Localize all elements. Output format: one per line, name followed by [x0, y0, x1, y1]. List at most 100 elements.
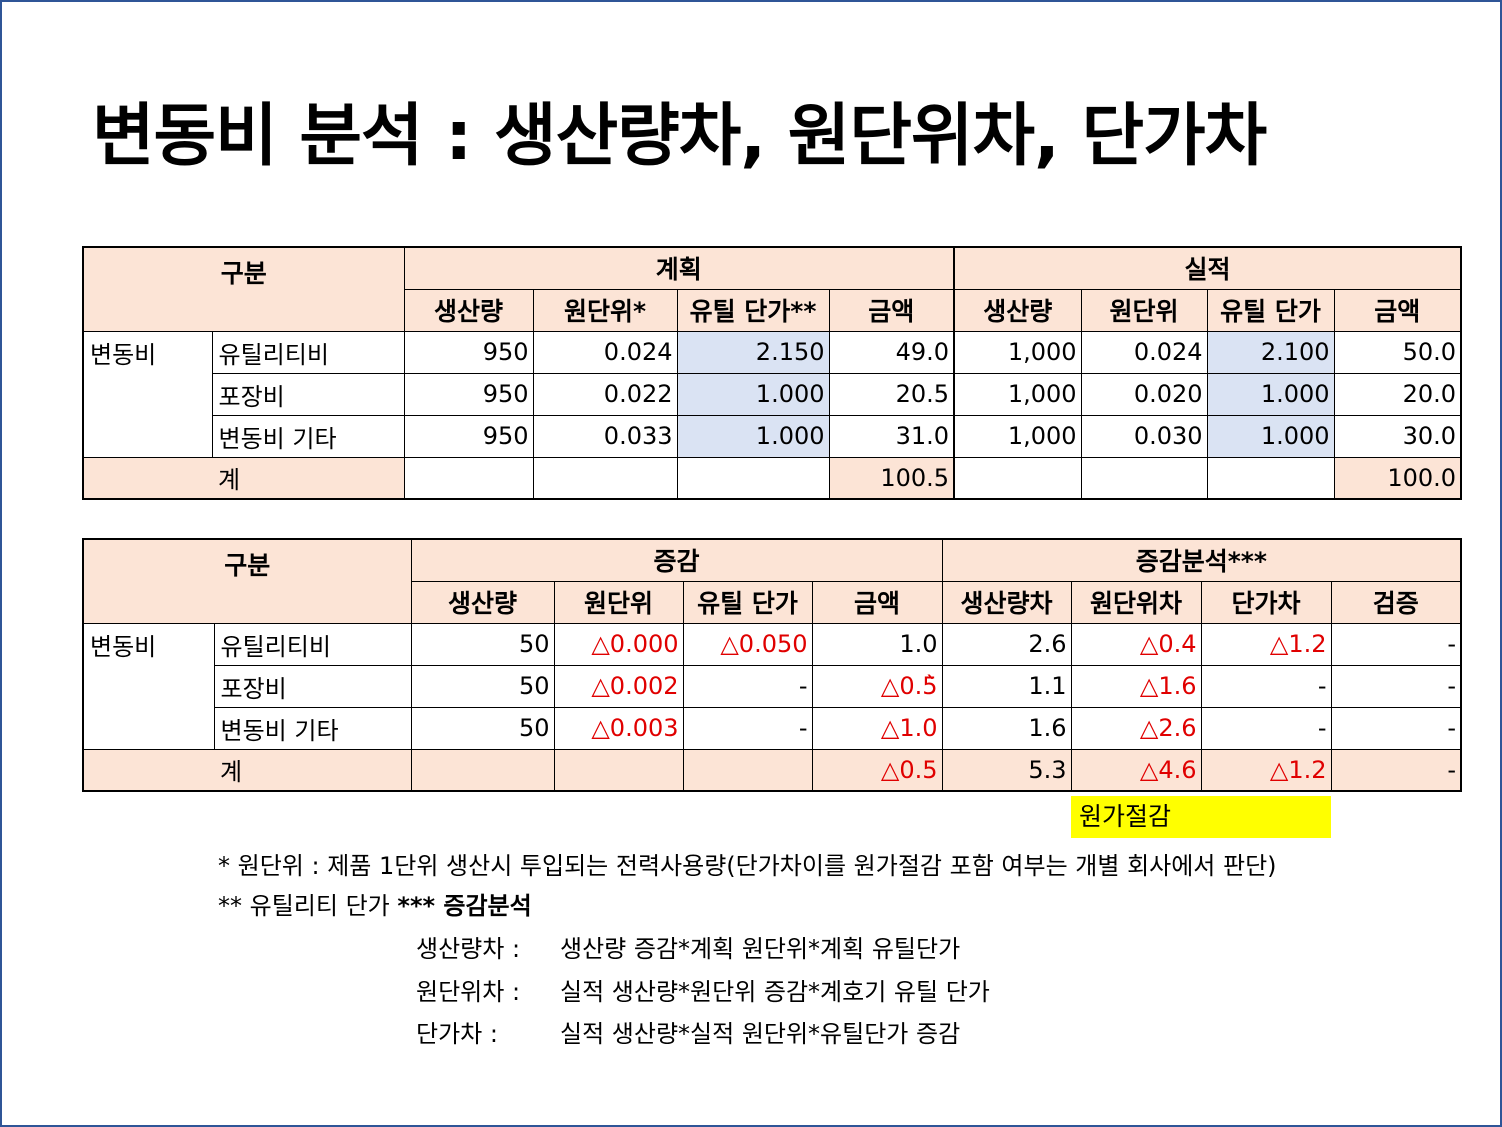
cell: 1.6	[941, 706, 1072, 750]
cell: 0.022	[532, 372, 678, 416]
group-spacer	[82, 665, 215, 707]
cell	[410, 748, 555, 792]
column-header: 생산량	[953, 288, 1082, 332]
cell: 50	[410, 706, 555, 750]
cell: -	[1200, 664, 1332, 708]
cell: 49.0	[828, 330, 955, 374]
group-label: 변동비	[82, 622, 215, 665]
footnote-unit: * 원단위 : 제품 1단위 생산시 투입되는 전력사용량(단가차이를 원가절감…	[218, 852, 1277, 880]
footnote-analysis-heading: *** 증감분석	[397, 892, 532, 920]
cell	[676, 456, 830, 500]
total-row: 계 △0.5 5.3 △4.6 △1.2 -	[82, 748, 1462, 792]
cell: 50	[410, 664, 555, 708]
column-header: 생산량	[410, 580, 555, 624]
group-spacer	[82, 415, 213, 458]
cell: -	[1330, 622, 1462, 666]
column-header: 금액	[1333, 288, 1462, 332]
column-header: 검증	[1330, 580, 1462, 624]
column-header: 원단위	[553, 580, 684, 624]
column-header: 금액	[811, 580, 943, 624]
total-label: 계	[82, 748, 412, 792]
cell: △2.6	[1070, 706, 1202, 750]
cell: △0.003	[553, 706, 684, 750]
column-header: 생산량	[403, 288, 534, 332]
table-row: 변동비 기타 950 0.033 1.000 31.0 1,000 0.030 …	[82, 414, 1462, 458]
cell: 20.0	[1333, 372, 1462, 416]
total-cell: 100.5	[828, 456, 955, 500]
cell: △1.6	[1070, 664, 1202, 708]
cell: 0.030	[1080, 414, 1208, 458]
row-label: 변동비 기타	[213, 706, 412, 750]
total-cell: △0.5	[811, 748, 943, 792]
total-cell: △1.2	[1200, 748, 1332, 792]
variance-table: 구분 증감 증감분석*** 생산량 원단위 유틸 단가 금액 생산량차 원단위차…	[82, 538, 1463, 792]
cell: 2.100	[1206, 330, 1335, 374]
cell: -	[682, 706, 813, 750]
cell: 1.000	[676, 372, 830, 416]
change-header: 증감	[410, 538, 943, 582]
total-cell: 100.0	[1333, 456, 1462, 500]
total-cell: 5.3	[941, 748, 1072, 792]
cell: 1.000	[1206, 372, 1335, 416]
column-header: 원단위	[1080, 288, 1208, 332]
total-label: 계	[82, 456, 405, 500]
cell: 1.0	[811, 622, 943, 666]
total-row: 계 100.5 100.0	[82, 456, 1462, 500]
analysis-header: 증감분석***	[941, 538, 1462, 582]
cell: △0.000	[553, 622, 684, 666]
cell	[1206, 456, 1335, 500]
table-row: 변동비 기타 50 △0.003 - △1.0 1.6 △2.6 - -	[82, 706, 1462, 750]
formula-text: 실적 생산량*실적 원단위*유틸단가 증감	[560, 1020, 961, 1048]
group-spacer	[82, 373, 213, 415]
table-row: 포장비 50 △0.002 - △0.5̀ 1.1 △1.6 - -	[82, 664, 1462, 708]
row-label: 유틸리티비	[213, 622, 412, 666]
cell: 2.6	[941, 622, 1072, 666]
group-spacer	[82, 707, 215, 750]
table-row: 변동비 유틸리티비 950 0.024 2.150 49.0 1,000 0.0…	[82, 330, 1462, 374]
cell	[532, 456, 678, 500]
group-label: 변동비	[82, 330, 213, 373]
row-label: 유틸리티비	[211, 330, 405, 374]
cell: 2.150	[676, 330, 830, 374]
cell: 1.000	[676, 414, 830, 458]
cell	[682, 748, 813, 792]
cell: △1.0	[811, 706, 943, 750]
category-header: 구분	[82, 538, 412, 624]
total-cell: -	[1330, 748, 1462, 792]
cell: 950	[403, 372, 534, 416]
cell: -	[1330, 664, 1462, 708]
row-label: 변동비 기타	[211, 414, 405, 458]
cell: 950	[403, 414, 534, 458]
formula-label: 생산량차 :	[416, 935, 521, 963]
cell: 1.1	[941, 664, 1072, 708]
row-label: 포장비	[213, 664, 412, 708]
column-header: 단가차	[1200, 580, 1332, 624]
cell: 1,000	[953, 330, 1082, 374]
cell: △0.5̀	[811, 664, 943, 708]
formula-text: 실적 생산량*원단위 증감*계호기 유틸 단가	[560, 978, 990, 1006]
cell	[403, 456, 534, 500]
column-header: 원단위*	[532, 288, 678, 332]
cell	[553, 748, 684, 792]
cell: △0.4	[1070, 622, 1202, 666]
formula-text: 생산량 증감*계획 원단위*계획 유틸단가	[560, 935, 961, 963]
cell: 1,000	[953, 414, 1082, 458]
actual-header: 실적	[953, 246, 1462, 290]
row-label: 포장비	[211, 372, 405, 416]
cell: △0.050	[682, 622, 813, 666]
table-row: 포장비 950 0.022 1.000 20.5 1,000 0.020 1.0…	[82, 372, 1462, 416]
cell: △1.2	[1200, 622, 1332, 666]
footnote-utility: ** 유틸리티 단가 *** 증감분석	[218, 886, 532, 921]
formula-label: 원단위차 :	[416, 978, 521, 1006]
page-title: 변동비 분석 : 생산량차, 원단위차, 단가차	[92, 97, 1267, 176]
cell: 31.0	[828, 414, 955, 458]
cell: -	[1200, 706, 1332, 750]
category-header: 구분	[82, 246, 405, 332]
cell: 0.020	[1080, 372, 1208, 416]
cell: 30.0	[1333, 414, 1462, 458]
cell: 20.5	[828, 372, 955, 416]
table-row: 변동비 유틸리티비 50 △0.000 △0.050 1.0 2.6 △0.4 …	[82, 622, 1462, 666]
cell: 0.024	[532, 330, 678, 374]
plan-actual-table: 구분 계획 실적 생산량 원단위* 유틸 단가** 금액 생산량 원단위 유틸 …	[82, 246, 1463, 500]
